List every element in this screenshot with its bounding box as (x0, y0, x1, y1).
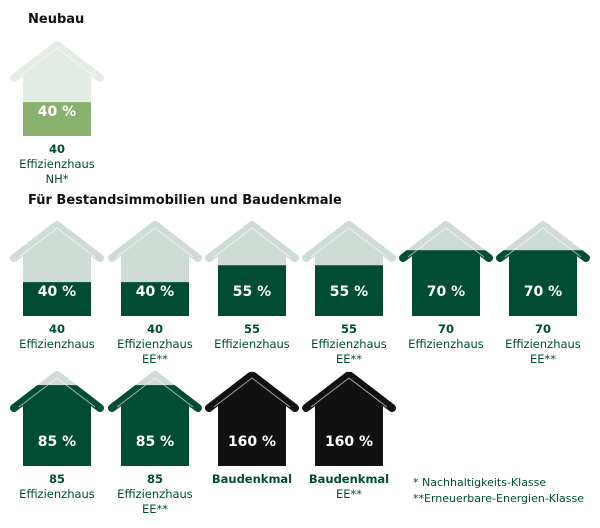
house-type: Effizienzhaus (117, 337, 193, 351)
house-icon (302, 221, 396, 316)
house-card: 160 % Baudenkmal EE** (301, 370, 397, 502)
house-percentage: 70 % (426, 284, 466, 300)
house-icon (108, 221, 202, 316)
footnote-nh: * Nachhaltigkeits-Klasse (413, 476, 547, 489)
footnotes: * Nachhaltigkeits-Klasse **Erneuerbare-E… (413, 475, 584, 507)
house-fill (302, 372, 396, 466)
house-fill (23, 102, 91, 136)
house-percentage: 160 % (324, 434, 374, 450)
house-label: 40 Effizienzhaus EE** (107, 322, 203, 367)
house-class-suffix: EE** (529, 352, 557, 366)
house-number: 40 (146, 322, 163, 336)
house-fill (121, 282, 189, 316)
house-icon (10, 371, 104, 466)
house-fill (108, 385, 202, 466)
house-card: 85 % 85 Effizienzhaus EE** (107, 370, 203, 517)
house-class-suffix: EE** (141, 502, 169, 516)
house-type: Effizienzhaus (214, 337, 290, 351)
house-number: 85 (146, 472, 163, 486)
house-label: Baudenkmal EE** (301, 472, 397, 502)
house-class-suffix: EE** (141, 352, 169, 366)
house-percentage: 85 % (135, 434, 175, 450)
house-type: Effizienzhaus (311, 337, 387, 351)
house-card: 40 % 40 Effizienzhaus EE** (107, 220, 203, 367)
house-percentage: 40 % (37, 284, 77, 300)
house-label: 55 Effizienzhaus EE** (301, 322, 397, 367)
house-card: 70 % 70 Effizienzhaus (398, 220, 494, 352)
footnote-ee: **Erneuerbare-Energien-Klasse (413, 492, 585, 505)
house-class-suffix: EE** (335, 352, 363, 366)
house-class-suffix: EE** (335, 487, 363, 501)
house-card: 160 % Baudenkmal (204, 370, 300, 487)
house-type: Baudenkmal (308, 472, 390, 486)
house-number: 70 (437, 322, 454, 336)
house-card: 85 % 85 Effizienzhaus (9, 370, 105, 502)
house-fill (205, 372, 299, 466)
house-percentage: 160 % (227, 434, 277, 450)
house-label: 85 Effizienzhaus (9, 472, 105, 502)
house-label: 70 Effizienzhaus EE** (495, 322, 591, 367)
house-fill (218, 265, 286, 316)
house-number: 85 (48, 472, 65, 486)
house-label: 40 Effizienzhaus NH* (9, 142, 105, 187)
house-label: 55 Effizienzhaus (204, 322, 300, 352)
house-label: 70 Effizienzhaus (398, 322, 494, 352)
house-number: 55 (243, 322, 260, 336)
house-fill (496, 250, 590, 316)
house-icon (10, 41, 104, 136)
house-percentage: 70 % (523, 284, 563, 300)
house-percentage: 85 % (37, 434, 77, 450)
house-card: 40 % 40 Effizienzhaus (9, 220, 105, 352)
house-icon (302, 371, 396, 466)
house-type: Effizienzhaus (117, 487, 193, 501)
section-title-bestand: Für Bestandsimmobilien und Baudenkmale (28, 193, 342, 208)
house-label: 85 Effizienzhaus EE** (107, 472, 203, 517)
house-type: Effizienzhaus (19, 487, 95, 501)
house-icon (205, 221, 299, 316)
house-icon (108, 371, 202, 466)
house-number: 55 (340, 322, 357, 336)
section-title-neubau: Neubau (28, 12, 85, 27)
house-card: 40 % 40 Effizienzhaus NH* (9, 40, 105, 187)
house-percentage: 55 % (329, 284, 369, 300)
house-number: 40 (48, 142, 65, 156)
house-fill (23, 282, 91, 316)
house-number: 40 (48, 322, 65, 336)
house-type: Effizienzhaus (19, 157, 95, 171)
house-card: 70 % 70 Effizienzhaus EE** (495, 220, 591, 367)
house-fill (315, 265, 383, 316)
house-type: Effizienzhaus (408, 337, 484, 351)
house-card: 55 % 55 Effizienzhaus (204, 220, 300, 352)
house-icon (205, 371, 299, 466)
house-type: Effizienzhaus (19, 337, 95, 351)
house-percentage: 40 % (135, 284, 175, 300)
house-type: Baudenkmal (211, 472, 293, 486)
house-percentage: 55 % (232, 284, 272, 300)
house-icon (399, 221, 493, 316)
house-type: Effizienzhaus (505, 337, 581, 351)
house-fill (10, 385, 104, 466)
house-card: 55 % 55 Effizienzhaus EE** (301, 220, 397, 367)
house-label: 40 Effizienzhaus (9, 322, 105, 352)
house-class-suffix: NH* (45, 172, 69, 186)
house-label: Baudenkmal (204, 472, 300, 487)
house-icon (10, 221, 104, 316)
house-icon (496, 221, 590, 316)
house-fill (399, 250, 493, 316)
house-number: 70 (534, 322, 551, 336)
house-percentage: 40 % (37, 104, 77, 120)
